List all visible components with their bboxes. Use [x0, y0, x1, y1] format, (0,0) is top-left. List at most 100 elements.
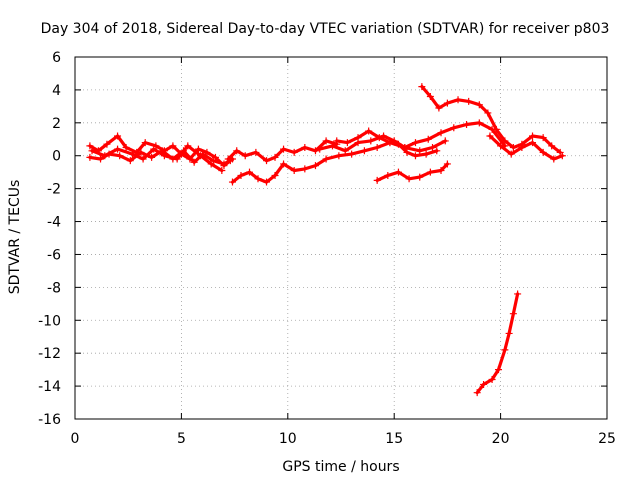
- data-point: [426, 168, 434, 176]
- data-point: [203, 148, 211, 156]
- data-point: [263, 157, 271, 165]
- data-point: [422, 150, 430, 158]
- y-tick-label: -16: [38, 412, 61, 428]
- data-point: [529, 139, 537, 147]
- y-tick-label: 4: [52, 83, 61, 99]
- data-point: [348, 150, 356, 158]
- data-point: [475, 101, 483, 109]
- series-arc-j: [486, 132, 566, 163]
- data-point: [173, 155, 181, 163]
- data-point: [220, 160, 228, 168]
- data-point: [86, 153, 94, 161]
- data-point: [88, 147, 96, 155]
- data-point: [394, 168, 402, 176]
- data-point: [473, 389, 481, 397]
- y-tick-label: -6: [47, 247, 61, 263]
- data-point: [501, 137, 509, 145]
- x-tick-label: 5: [177, 431, 186, 447]
- data-point: [437, 167, 445, 175]
- series-arc-c: [88, 142, 226, 175]
- data-point: [184, 142, 192, 150]
- y-axis-label: SDTVAR / TECUs: [7, 180, 23, 295]
- data-point: [218, 167, 226, 175]
- data-point: [254, 175, 262, 183]
- x-tick-label: 20: [492, 431, 510, 447]
- y-tick-label: -10: [38, 313, 61, 329]
- data-point: [194, 145, 202, 153]
- data-point: [290, 167, 298, 175]
- data-point: [429, 144, 437, 151]
- data-point: [280, 160, 288, 168]
- y-tick-label: 6: [52, 50, 61, 66]
- series-arc-i: [418, 83, 564, 156]
- series-arc-g: [333, 127, 441, 160]
- data-point: [311, 162, 319, 170]
- data-point: [224, 155, 232, 163]
- x-tick-label: 25: [598, 431, 616, 447]
- data-point: [271, 171, 279, 179]
- data-point: [103, 140, 111, 148]
- data-point: [514, 290, 522, 298]
- data-point: [509, 310, 517, 318]
- data-point: [365, 127, 373, 135]
- y-tick-label: -4: [47, 215, 61, 231]
- data-point: [335, 152, 343, 160]
- data-point: [441, 137, 449, 145]
- data-point: [280, 145, 288, 153]
- series-trace: [420, 84, 562, 154]
- series-arc-k: [473, 290, 522, 397]
- data-point: [333, 137, 341, 145]
- data-point: [301, 165, 309, 173]
- data-point: [126, 157, 134, 165]
- data-point: [263, 178, 271, 186]
- data-point: [405, 175, 413, 183]
- y-tick-label: -8: [47, 280, 61, 296]
- data-point: [394, 140, 402, 148]
- data-point: [386, 139, 394, 147]
- data-point: [114, 132, 122, 140]
- data-point: [426, 92, 434, 100]
- data-point: [548, 142, 556, 150]
- data-point: [454, 96, 462, 104]
- data-point: [437, 129, 445, 137]
- data-point: [501, 346, 509, 354]
- data-point: [354, 134, 362, 142]
- data-point: [245, 168, 253, 176]
- data-point: [416, 173, 424, 181]
- data-point: [558, 152, 566, 160]
- x-axis-label: GPS time / hours: [282, 459, 399, 475]
- data-point: [384, 171, 392, 179]
- data-point: [322, 137, 330, 145]
- data-point: [301, 144, 309, 151]
- data-point: [505, 329, 513, 337]
- data-point: [237, 171, 245, 179]
- data-point: [529, 132, 537, 140]
- data-point: [197, 152, 205, 160]
- series-trace: [226, 139, 339, 163]
- data-point: [271, 153, 279, 161]
- data-series: [86, 83, 566, 397]
- data-point: [463, 120, 471, 128]
- data-point: [190, 158, 198, 166]
- data-point: [228, 178, 236, 186]
- data-point: [367, 137, 375, 145]
- data-point: [497, 142, 505, 150]
- data-point: [150, 145, 158, 153]
- data-point: [411, 139, 419, 147]
- data-point: [128, 150, 136, 158]
- data-point: [322, 155, 330, 163]
- data-point: [488, 376, 496, 384]
- data-point: [148, 153, 156, 161]
- data-point: [518, 144, 526, 151]
- data-point: [550, 155, 558, 163]
- data-point: [443, 99, 451, 107]
- data-point: [169, 142, 177, 150]
- data-point: [424, 135, 432, 143]
- data-point: [316, 145, 324, 153]
- grid-lines: [75, 57, 607, 419]
- data-point: [480, 380, 488, 388]
- data-point: [416, 147, 424, 155]
- y-tick-label: 0: [52, 149, 61, 165]
- data-point: [373, 144, 381, 151]
